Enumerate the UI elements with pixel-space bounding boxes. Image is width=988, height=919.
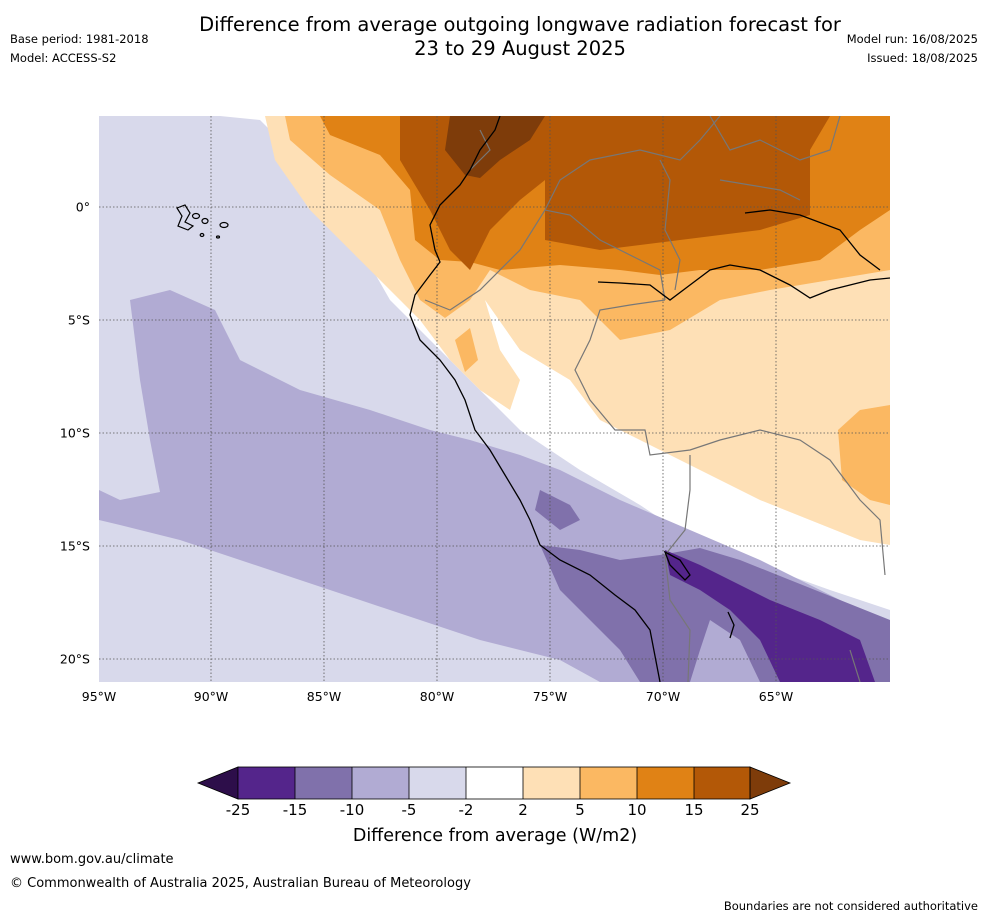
- copyright-text: © Commonwealth of Australia 2025, Austra…: [10, 876, 471, 891]
- colorbar-bin-3: [352, 767, 409, 799]
- lat-label-20s: 20°S: [59, 651, 90, 667]
- lon-label-65w: 65°W: [758, 689, 794, 704]
- colorbar-tick-label: 15: [684, 801, 704, 819]
- region-orange-light-east: [838, 405, 890, 505]
- disclaimer-text: Boundaries are not considered authoritat…: [723, 899, 978, 913]
- issued-text: Issued: 18/08/2025: [867, 51, 978, 65]
- region-purple: [665, 550, 875, 682]
- colorbar: [196, 766, 792, 800]
- region-brown: [445, 116, 545, 178]
- colorbar-tick-label: -10: [339, 801, 365, 819]
- colorbar-tick-label: -15: [282, 801, 308, 819]
- colorbar-bin-8: [637, 767, 694, 799]
- colorbar-bin-2: [295, 767, 352, 799]
- region-lavender-dark-patch: [535, 490, 580, 530]
- colorbar-bin-7: [580, 767, 637, 799]
- chart-title: Difference from average outgoing longwav…: [120, 13, 920, 61]
- colorbar-tick-label: -2: [458, 801, 474, 819]
- lon-label-95w: 95°W: [81, 689, 117, 704]
- website-link[interactable]: www.bom.gov.au/climate: [10, 852, 174, 867]
- lat-label-0: 0°: [75, 199, 90, 215]
- colorbar-bin-5: [466, 767, 523, 799]
- lat-label-5s: 5°S: [67, 312, 90, 328]
- colorbar-extend-high: [749, 766, 792, 800]
- base-period-text: Base period: 1981-2018: [10, 32, 149, 46]
- lat-label-15s: 15°S: [59, 538, 90, 554]
- galapagos-islands: [176, 204, 229, 239]
- map-gridlines: [99, 116, 890, 682]
- model-run-text: Model run: 16/08/2025: [846, 32, 978, 46]
- country-borders: [424, 116, 886, 682]
- colorbar-tick-label: -5: [401, 801, 417, 819]
- colorbar-bin-9: [694, 767, 750, 799]
- coastline: [409, 116, 890, 682]
- colorbar-bin-1: [238, 767, 295, 799]
- lon-label-90w: 90°W: [193, 689, 229, 704]
- lat-label-10s: 10°S: [59, 425, 90, 441]
- model-text: Model: ACCESS-S2: [10, 51, 117, 65]
- colorbar-tick-label: 10: [627, 801, 647, 819]
- lon-label-75w: 75°W: [532, 689, 568, 704]
- lon-label-70w: 70°W: [645, 689, 681, 704]
- colorbar-frame: [237, 766, 751, 800]
- lon-label-85w: 85°W: [306, 689, 342, 704]
- colorbar-title: Difference from average (W/m2): [352, 826, 638, 846]
- colorbar-bin-6: [523, 767, 580, 799]
- lon-label-80w: 80°W: [419, 689, 455, 704]
- colorbar-tick-label: 5: [575, 801, 585, 819]
- colorbar-bin-4: [409, 767, 466, 799]
- region-orange-light-island: [455, 328, 478, 372]
- colorbar-tick-label: -25: [225, 801, 251, 819]
- map-fill-layer: [99, 116, 890, 682]
- colorbar-extend-low: [196, 766, 239, 800]
- colorbar-tick-label: 2: [518, 801, 528, 819]
- colorbar-tick-label: 25: [740, 801, 760, 819]
- chart-title-line2: 23 to 29 August 2025: [414, 37, 626, 60]
- chart-title-line1: Difference from average outgoing longwav…: [199, 13, 841, 36]
